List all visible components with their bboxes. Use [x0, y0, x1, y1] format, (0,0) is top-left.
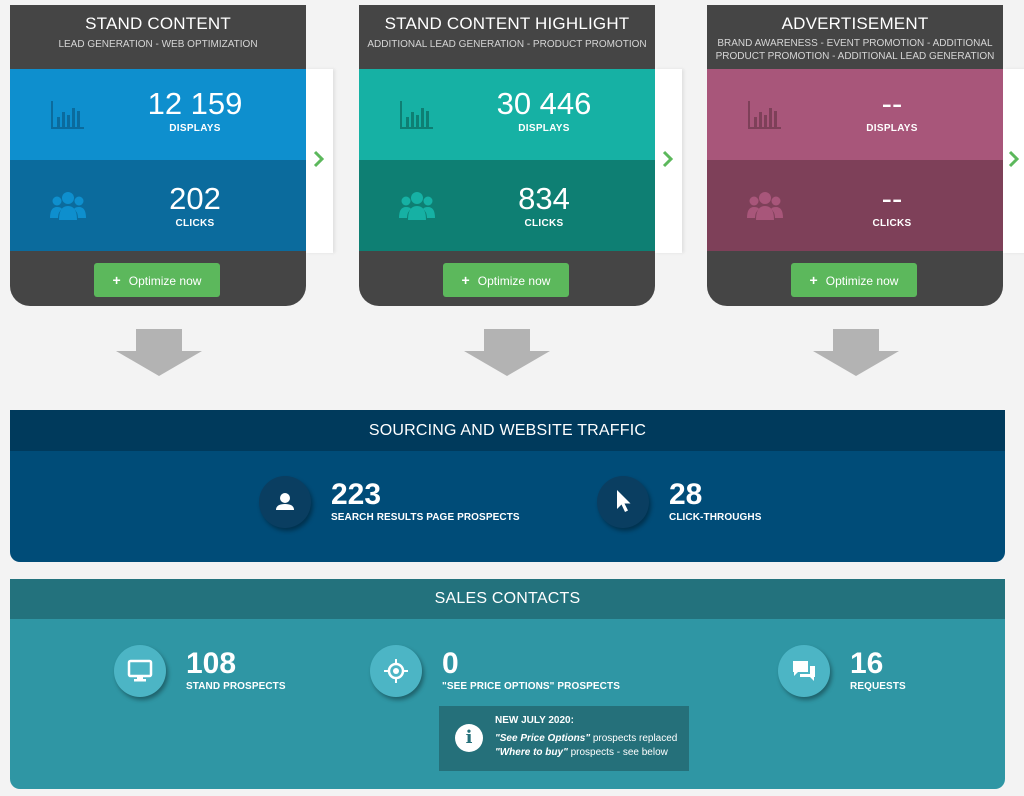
- notice-line-1-strong: "See Price Options": [495, 733, 591, 744]
- clicks-value: 202: [169, 181, 221, 216]
- card-title: ADVERTISEMENT: [781, 14, 929, 33]
- cursor-icon-circle: [597, 476, 649, 528]
- stat-value: 223: [331, 478, 382, 511]
- displays-value: --: [881, 86, 903, 121]
- chat-icon-circle: [778, 645, 830, 697]
- clicks-label: CLICKS: [872, 218, 912, 229]
- stat-label: STAND PROSPECTS: [186, 681, 286, 692]
- next-panel-tab[interactable]: [306, 69, 333, 253]
- displays-label: DISPLAYS: [169, 123, 221, 134]
- down-arrow-icon: [813, 329, 899, 376]
- monitor-icon-circle: [114, 645, 166, 697]
- users-icon: [50, 192, 86, 220]
- stat-label: "SEE PRICE OPTIONS" PROSPECTS: [442, 681, 620, 692]
- cursor-icon: [617, 490, 631, 512]
- users-icon: [399, 192, 435, 220]
- displays-label: DISPLAYS: [866, 123, 918, 134]
- down-arrow-icon: [116, 329, 202, 376]
- stand-content-highlight-card: STAND CONTENT HIGHLIGHT ADDITIONAL LEAD …: [359, 5, 655, 306]
- clicks-row: 202 CLICKS: [10, 160, 306, 251]
- user-icon: [276, 493, 294, 510]
- clicks-row: -- CLICKS: [707, 160, 1003, 251]
- stat-label: CLICK-THROUGHS: [669, 512, 762, 523]
- displays-label: DISPLAYS: [518, 123, 570, 134]
- notice-title: NEW JULY 2020:: [495, 715, 574, 726]
- optimize-now-label: Optimize now: [128, 274, 202, 288]
- card-header: ADVERTISEMENT BRAND AWARENESS - EVENT PR…: [707, 5, 1003, 69]
- stand-content-card: STAND CONTENT LEAD GENERATION - WEB OPTI…: [10, 5, 306, 306]
- notice-line-1-text: prospects replaced: [590, 733, 678, 744]
- notice-line-2-strong: "Where to buy": [495, 747, 568, 758]
- users-icon: [747, 192, 783, 220]
- chat-icon: [793, 661, 815, 681]
- displays-row: 12 159 DISPLAYS: [10, 69, 306, 160]
- optimize-now-button[interactable]: + Optimize now: [94, 263, 220, 297]
- chevron-right-icon: [313, 150, 325, 168]
- displays-value: 12 159: [147, 86, 243, 121]
- optimize-now-button[interactable]: + Optimize now: [791, 263, 917, 297]
- card-subtitle: ADDITIONAL LEAD GENERATION - PRODUCT PRO…: [367, 39, 647, 50]
- stat-label: REQUESTS: [850, 681, 906, 692]
- bar-chart-icon: [400, 101, 433, 129]
- clicks-row: 834 CLICKS: [359, 160, 655, 251]
- target-icon: [384, 659, 408, 683]
- panel-title: SALES CONTACTS: [10, 579, 1005, 619]
- down-arrow-icon: [464, 329, 550, 376]
- stat-value: 16: [850, 647, 884, 680]
- info-icon: i: [455, 724, 483, 752]
- target-icon-circle: [370, 645, 422, 697]
- panel-title: SOURCING AND WEBSITE TRAFFIC: [10, 410, 1005, 451]
- plus-icon: +: [461, 272, 470, 288]
- clicks-value: --: [881, 181, 903, 216]
- sales-contacts-panel: SALES CONTACTS 108 STAND PROSPECTS 0 "SE…: [10, 579, 1005, 789]
- chevron-right-icon: [1008, 150, 1020, 168]
- plus-icon: +: [809, 272, 818, 288]
- card-title: STAND CONTENT: [85, 14, 231, 33]
- clicks-label: CLICKS: [175, 218, 215, 229]
- displays-value: 30 446: [496, 86, 592, 121]
- displays-row: 30 446 DISPLAYS: [359, 69, 655, 160]
- notice-line-2-text: prospects - see below: [567, 747, 668, 758]
- card-header: STAND CONTENT LEAD GENERATION - WEB OPTI…: [10, 5, 306, 69]
- optimize-now-label: Optimize now: [825, 274, 899, 288]
- optimize-now-label: Optimize now: [477, 274, 551, 288]
- card-subtitle: BRAND AWARENESS - EVENT PROMOTION - ADDI…: [715, 38, 995, 62]
- stat-value: 28: [669, 478, 703, 511]
- bar-chart-icon: [748, 101, 781, 129]
- card-subtitle: LEAD GENERATION - WEB OPTIMIZATION: [58, 39, 258, 50]
- sourcing-website-traffic-panel: SOURCING AND WEBSITE TRAFFIC 223 SEARCH …: [10, 410, 1005, 562]
- card-header: STAND CONTENT HIGHLIGHT ADDITIONAL LEAD …: [359, 5, 655, 69]
- optimize-now-button[interactable]: + Optimize now: [443, 263, 569, 297]
- displays-row: -- DISPLAYS: [707, 69, 1003, 160]
- advertisement-card: ADVERTISEMENT BRAND AWARENESS - EVENT PR…: [707, 5, 1003, 306]
- user-icon-circle: [259, 476, 311, 528]
- bar-chart-icon: [51, 101, 84, 129]
- next-panel-tab[interactable]: [655, 69, 682, 253]
- stat-value: 0: [442, 647, 459, 680]
- card-title: STAND CONTENT HIGHLIGHT: [384, 14, 630, 33]
- new-july-2020-notice: i NEW JULY 2020: "See Price Options" pro…: [439, 706, 689, 771]
- stat-label: SEARCH RESULTS PAGE PROSPECTS: [331, 512, 520, 523]
- notice-line-2: "Where to buy" prospects - see below: [495, 747, 668, 758]
- clicks-label: CLICKS: [524, 218, 564, 229]
- stat-value: 108: [186, 647, 237, 680]
- monitor-icon: [127, 659, 153, 682]
- next-panel-tab[interactable]: [1003, 69, 1024, 253]
- plus-icon: +: [112, 272, 121, 288]
- chevron-right-icon: [662, 150, 674, 168]
- notice-line-1: "See Price Options" prospects replaced: [495, 733, 677, 744]
- clicks-value: 834: [518, 181, 570, 216]
